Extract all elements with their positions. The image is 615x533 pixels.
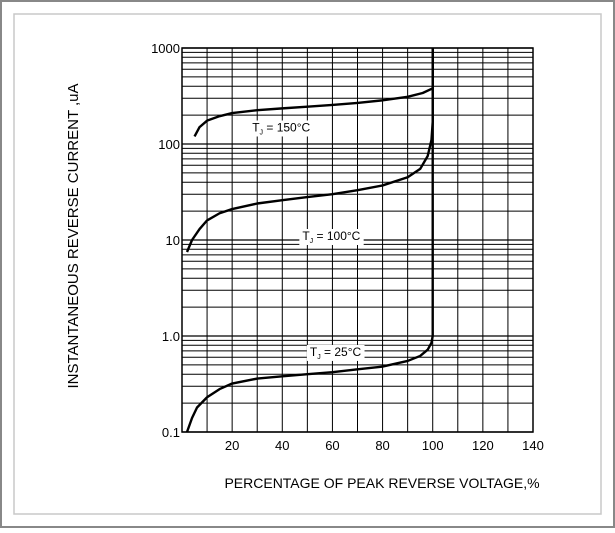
series-label-text: TJ = 25°C [310, 345, 362, 361]
series-label-bg [249, 120, 314, 137]
inner-border [13, 13, 602, 515]
x-axis-label: PERCENTAGE OF PEAK REVERSE VOLTAGE,% [224, 475, 539, 491]
series-label-text: TJ = 150°C [252, 120, 310, 136]
series-line-2 [185, 48, 434, 253]
plot-border [181, 47, 534, 433]
y-axis-label: INSTANTANEOUS REVERSE CURRENT ,uA [65, 83, 82, 388]
series-group [185, 48, 434, 433]
y-tick-label: 1000 [151, 41, 180, 56]
x-tick-label: 140 [522, 438, 544, 453]
x-tick-label: 120 [472, 438, 494, 453]
series-label-2: TJ = 100°C [299, 229, 364, 245]
x-tick-label: 20 [225, 438, 239, 453]
x-tick-label: 40 [275, 438, 289, 453]
series-label-text: TJ = 100°C [302, 229, 360, 245]
x-tick-label: 60 [325, 438, 339, 453]
series-label-bg [306, 344, 365, 361]
x-tick-label: 100 [422, 438, 444, 453]
series-label-bg [299, 229, 364, 245]
series-line-3 [185, 48, 434, 433]
y-tick-label: 1.0 [162, 329, 180, 344]
tick-labels: 20 40 60 80 100 120 140 0.1 1.0 10 100 1000 [151, 41, 544, 453]
series-labels: TJ = 150°C TJ = 100°C TJ = 25°C [249, 120, 365, 361]
y-tick-label: 10 [166, 233, 180, 248]
series-label-3: TJ = 25°C [306, 344, 365, 361]
y-tick-label: 0.1 [162, 425, 180, 440]
x-tick-label: 80 [375, 438, 389, 453]
series-label-1: TJ = 150°C [249, 120, 314, 137]
series-line-1 [193, 48, 434, 137]
y-tick-label: 100 [158, 137, 180, 152]
